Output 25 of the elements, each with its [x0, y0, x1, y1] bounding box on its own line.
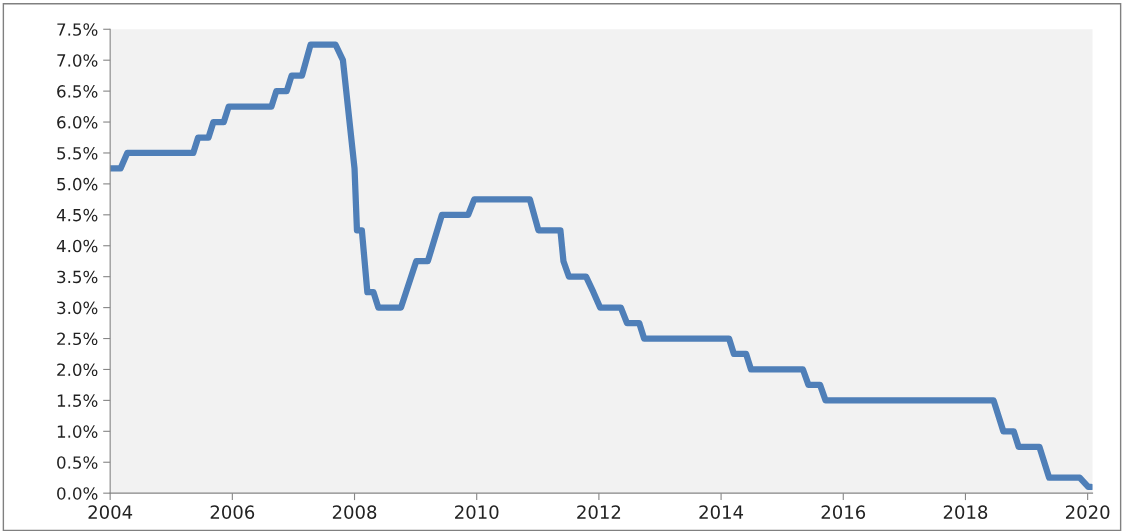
y-tick-label: 4.0%	[56, 239, 98, 253]
x-tick-label: 2012	[577, 505, 621, 519]
y-tick-label: 5.5%	[57, 146, 98, 160]
y-tick-label: 1.5%	[57, 394, 98, 407]
y-tick-label: 1.0%	[57, 425, 98, 438]
y-tick-label: 2.0%	[57, 363, 98, 377]
x-tick-label: 2016	[821, 505, 866, 519]
y-tick-label: 6.5%	[57, 85, 98, 98]
y-tick-label: 5.0%	[57, 177, 98, 191]
x-tick-label: 2004	[88, 505, 133, 519]
x-tick-label: 2010	[455, 505, 499, 519]
y-tick-label: 0.0%	[57, 487, 98, 500]
x-tick-label: 2020	[1065, 505, 1110, 519]
y-tick-label: 3.0%	[57, 301, 98, 315]
y-tick-label: 3.5%	[57, 270, 98, 284]
x-tick-label: 2014	[699, 505, 744, 519]
x-tick-label: 2008	[332, 505, 377, 519]
x-tick-label: 2018	[943, 505, 988, 519]
y-tick-label: 0.5%	[57, 456, 98, 469]
x-tick-label: 2006	[210, 505, 255, 519]
y-tick-label: 4.5%	[56, 208, 98, 222]
y-tick-label: 7.0%	[57, 54, 98, 67]
y-tick-label: 2.5%	[57, 332, 98, 346]
y-tick-label: 7.5%	[57, 23, 98, 36]
y-tick-label: 6.0%	[57, 116, 98, 129]
